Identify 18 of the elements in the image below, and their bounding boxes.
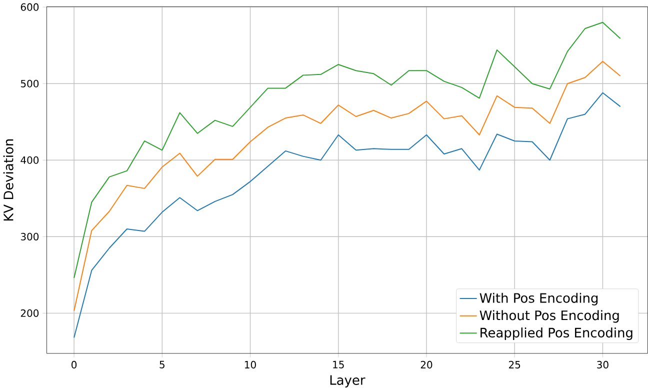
x-tick-label: 5: [160, 361, 164, 368]
legend-label: With Pos Encoding: [480, 292, 598, 306]
x-tick-label: 20: [420, 361, 432, 369]
x-tick-label: 10: [245, 361, 256, 369]
y-axis-title: KV Deviation: [3, 140, 14, 221]
y-tick-label: 400: [20, 156, 39, 164]
legend-label: Reapplied Pos Encoding: [480, 328, 632, 340]
y-tick-label: 200: [20, 310, 39, 318]
legend-label: Without Pos Encoding: [480, 310, 619, 323]
x-tick-label: 15: [333, 361, 344, 368]
y-tick-label: 300: [20, 232, 39, 241]
x-axis-title: Layer: [330, 375, 366, 388]
x-tick-label: 25: [508, 361, 520, 369]
y-tick-label: 600: [20, 3, 39, 11]
y-tick-label: 500: [20, 80, 39, 88]
line-series: [74, 61, 621, 312]
x-tick-label: 0: [72, 361, 77, 369]
x-tick-label: 30: [597, 361, 608, 369]
